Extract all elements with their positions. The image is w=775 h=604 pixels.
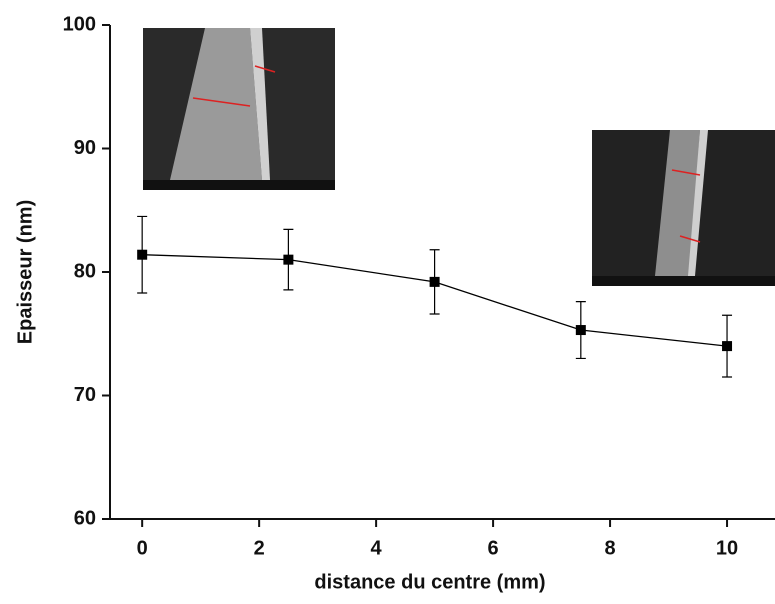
data-point bbox=[137, 249, 148, 260]
y-tick-label: 70 bbox=[74, 384, 96, 406]
x-tick-label: 10 bbox=[716, 537, 738, 559]
data-point bbox=[722, 341, 733, 352]
x-tick-label: 6 bbox=[488, 537, 499, 559]
y-tick-label: 90 bbox=[74, 137, 96, 159]
data-point bbox=[575, 325, 586, 336]
x-tick-label: 0 bbox=[137, 537, 148, 559]
y-tick-label: 100 bbox=[63, 13, 96, 35]
sem-inset-left bbox=[143, 28, 335, 190]
y-tick-label: 60 bbox=[74, 507, 96, 529]
x-axis-label: distance du centre (mm) bbox=[314, 571, 545, 593]
data-point bbox=[429, 276, 440, 287]
x-tick-label: 8 bbox=[605, 537, 616, 559]
x-tick-label: 2 bbox=[254, 537, 265, 559]
y-tick-label: 80 bbox=[74, 260, 96, 282]
data-point bbox=[283, 254, 294, 265]
x-tick-label: 4 bbox=[371, 537, 383, 559]
sem-inset-right bbox=[592, 130, 775, 286]
y-axis-label: Epaisseur (nm) bbox=[14, 200, 36, 344]
